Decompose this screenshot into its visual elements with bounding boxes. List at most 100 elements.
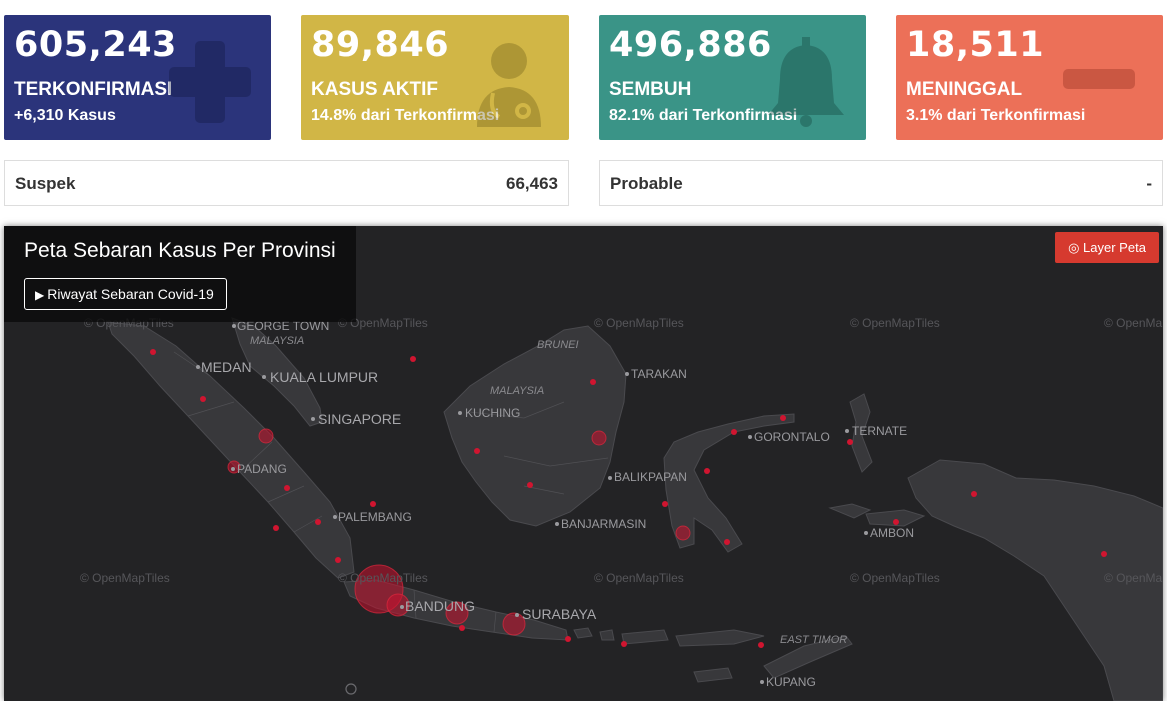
play-icon: ▶ (35, 288, 45, 302)
probable-label: Probable (610, 174, 683, 193)
city-label: PADANG (237, 462, 287, 476)
case-dot (780, 415, 786, 421)
case-bubbles (227, 428, 691, 636)
case-dot (590, 379, 596, 385)
map-attribution: © OpenMapTiles (594, 316, 684, 330)
land-borneo (443, 325, 627, 527)
case-bubble (258, 428, 274, 444)
city-label: BALIKPAPAN (614, 470, 687, 484)
land-malay-peninsula (231, 317, 323, 427)
case-bubble (502, 612, 526, 636)
layer-button-label: Layer Peta (1083, 240, 1146, 255)
case-dot (200, 396, 206, 402)
case-dots (150, 349, 1107, 648)
case-dot (758, 642, 764, 648)
recovered-label: SEMBUH (609, 79, 692, 100)
case-bubble (445, 601, 469, 625)
case-bubble (675, 525, 691, 541)
map-attribution: © OpenMapTiles (594, 571, 684, 585)
country-label: MALAYSIA (250, 335, 305, 347)
city-label: GEORGE TOWN (237, 319, 330, 333)
case-dot (273, 525, 279, 531)
city-label: AMBON (870, 526, 915, 540)
probable-value: - (1146, 174, 1152, 193)
deaths-label: MENINGGAL (906, 79, 1023, 100)
suspect-box: Suspek 66,463 (4, 160, 569, 206)
case-dot (459, 625, 465, 631)
map-title: Peta Sebaran Kasus Per Provinsi (24, 239, 336, 262)
case-bubble (591, 430, 607, 446)
case-dot (971, 491, 977, 497)
deaths-count: 18,511 (906, 25, 1045, 65)
map-attribution: © OpenMapTiles (1104, 571, 1163, 585)
city-label: SURABAYA (522, 606, 597, 622)
confirmed-new-cases: +6,310 Kasus (14, 107, 116, 124)
case-dot (527, 482, 533, 488)
bell-icon (768, 37, 844, 127)
country-label: BRUNEI (537, 339, 579, 351)
city-label: BANJARMASIN (561, 517, 647, 531)
deaths-percentage: 3.1% dari Terkonfirmasi (906, 107, 1086, 124)
country-label: MALAYSIA (490, 385, 545, 397)
map-header: Peta Sebaran Kasus Per Provinsi ▶ Riwayat… (4, 226, 356, 322)
case-dot (410, 356, 416, 362)
suspect-label: Suspek (15, 174, 76, 193)
city-label: TERNATE (852, 424, 908, 438)
city-label: TARAKAN (631, 367, 687, 381)
case-bubble (386, 593, 410, 617)
card-recovered: 496,886 SEMBUH 82.1% dari Terkonfirmasi (599, 15, 866, 140)
case-dot (284, 485, 290, 491)
recovered-count: 496,886 (609, 25, 772, 65)
city-label: GORONTALO (754, 430, 830, 444)
map-canvas[interactable] (4, 226, 1163, 701)
city-label: MEDAN (201, 359, 252, 375)
minus-icon (1063, 69, 1135, 89)
case-dot (335, 557, 341, 563)
target-icon: ◎ (1068, 240, 1080, 255)
map-attribution: © OpenMapTiles (850, 316, 940, 330)
active-percentage: 14.8% dari Terkonfirmasi (311, 107, 500, 124)
case-dot (150, 349, 156, 355)
confirmed-count: 605,243 (14, 25, 177, 65)
case-dot (847, 439, 853, 445)
recovered-percentage: 82.1% dari Terkonfirmasi (609, 107, 798, 124)
case-dot (662, 501, 668, 507)
land-sumatra (107, 321, 355, 579)
suspect-value: 66,463 (506, 174, 558, 193)
active-count: 89,846 (311, 25, 450, 65)
case-dot (704, 468, 710, 474)
case-dot (474, 448, 480, 454)
case-map[interactable]: © OpenMapTiles © OpenMapTiles © OpenMapT… (4, 226, 1163, 701)
city-label: BANDUNG (405, 598, 476, 614)
land-timor (763, 635, 853, 679)
card-active: 89,846 KASUS AKTIF 14.8% dari Terkonfirm… (301, 15, 569, 140)
city-label: KUPANG (766, 675, 816, 689)
case-dot (724, 539, 730, 545)
case-dot (315, 519, 321, 525)
case-dot (370, 501, 376, 507)
city-label: KUALA LUMPUR (270, 369, 379, 385)
case-dot (1101, 551, 1107, 557)
confirmed-label: TERKONFIRMASI (14, 79, 173, 100)
land-sulawesi (663, 413, 795, 553)
country-label: EAST TIMOR (780, 634, 848, 646)
city-label: SINGAPORE (318, 411, 402, 427)
case-dot (893, 519, 899, 525)
map-attribution: © OpenMapTiles (1104, 316, 1163, 330)
map-attribution: © OpenMapTiles (80, 571, 170, 585)
case-dot (565, 636, 571, 642)
case-dot (621, 641, 627, 647)
city-label: KUCHING (465, 406, 521, 420)
plus-icon (169, 41, 251, 123)
doctor-icon (477, 43, 541, 127)
case-dot (731, 429, 737, 435)
land-papua (907, 459, 1163, 701)
layer-button[interactable]: ◎ Layer Peta (1055, 232, 1159, 263)
card-deaths: 18,511 MENINGGAL 3.1% dari Terkonfirmasi (896, 15, 1163, 140)
probable-box: Probable - (599, 160, 1163, 206)
history-button[interactable]: ▶ Riwayat Sebaran Covid-19 (24, 278, 227, 310)
history-button-label: Riwayat Sebaran Covid-19 (47, 286, 214, 302)
map-attribution: © OpenMapTiles (850, 571, 940, 585)
active-label: KASUS AKTIF (311, 79, 439, 100)
city-label: PALEMBANG (338, 510, 412, 524)
